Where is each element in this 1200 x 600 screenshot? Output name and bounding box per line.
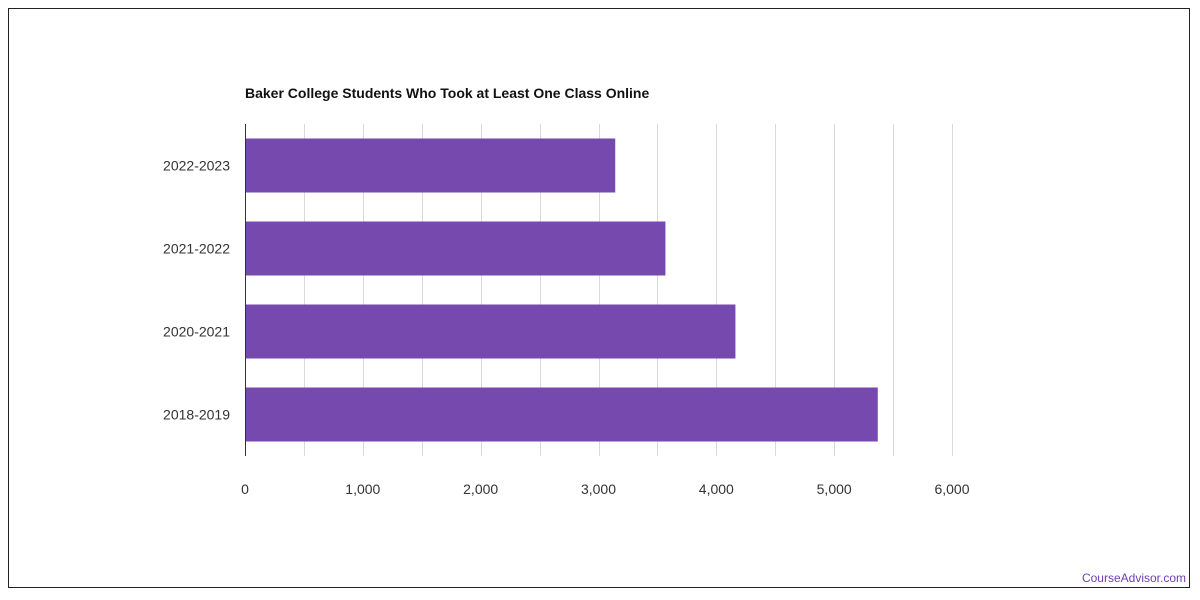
bar-2018-2019 [245,387,878,442]
category-label: 2021-2022 [163,241,230,257]
x-tick-label: 1,000 [345,481,380,497]
category-label: 2022-2023 [163,158,230,174]
x-tick-label: 5,000 [817,481,852,497]
x-tick-label: 4,000 [699,481,734,497]
x-tick-label: 6,000 [934,481,969,497]
chart-title: Baker College Students Who Took at Least… [245,85,650,101]
watermark-link[interactable]: CourseAdvisor.com [1081,571,1186,585]
x-tick-labels: 0 1,000 2,000 3,000 4,000 5,000 6,000 [241,481,970,497]
x-tick-label: 0 [241,481,249,497]
category-label: 2018-2019 [163,407,230,423]
x-tick-label: 2,000 [463,481,498,497]
category-label: 2020-2021 [163,324,230,340]
category-labels: 2022-2023 2021-2022 2020-2021 2018-2019 [163,158,230,423]
x-tick-label: 3,000 [581,481,616,497]
bar-2021-2022 [245,221,666,276]
bars [245,138,878,442]
bar-2022-2023 [245,138,616,193]
bar-2020-2021 [245,304,736,359]
